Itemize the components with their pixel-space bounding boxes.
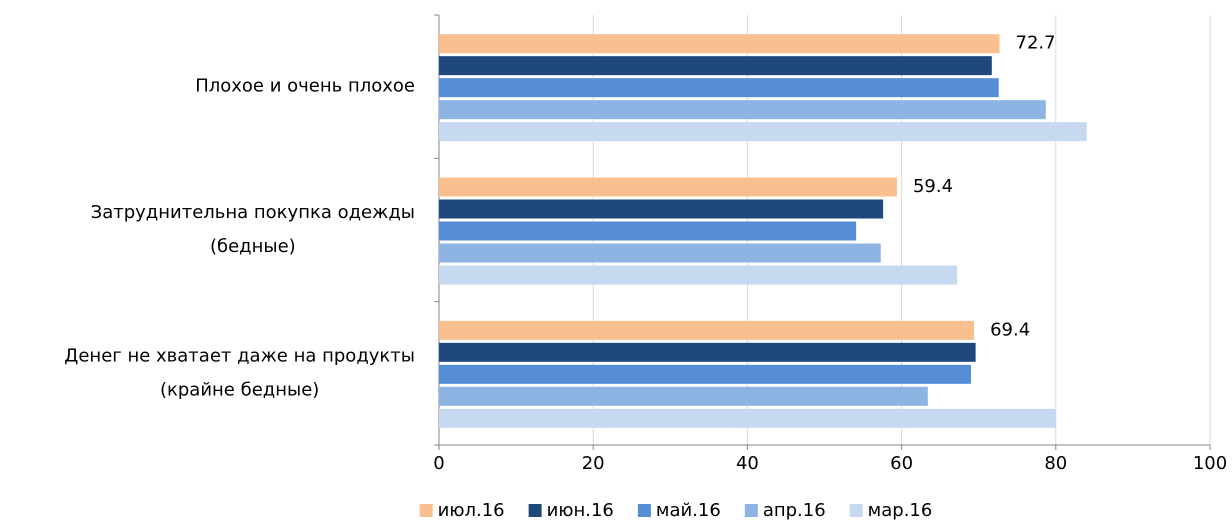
bar bbox=[439, 265, 958, 285]
legend-swatch bbox=[419, 504, 433, 517]
bar bbox=[439, 364, 971, 384]
bar bbox=[439, 78, 999, 98]
legend-swatch bbox=[528, 504, 542, 517]
bar bbox=[439, 100, 1046, 120]
legend-label: июн.16 bbox=[547, 500, 614, 521]
legend-label: июл.16 bbox=[438, 500, 505, 521]
legend-swatch bbox=[849, 504, 863, 517]
data-label: 72.7 bbox=[1016, 33, 1056, 54]
data-label: 59.4 bbox=[913, 176, 953, 197]
x-tick-label: 100 bbox=[1193, 453, 1227, 474]
legend-swatch bbox=[637, 504, 651, 517]
category-label: Затруднительна покупка одежды bbox=[91, 202, 415, 223]
x-tick-label: 20 bbox=[582, 453, 605, 474]
legend-label: апр.16 bbox=[763, 500, 826, 521]
legend-label: мар.16 bbox=[868, 500, 933, 521]
bar bbox=[439, 386, 928, 406]
x-tick-label: 40 bbox=[736, 453, 759, 474]
bar bbox=[439, 243, 881, 263]
category-label: Денег не хватает даже на продукты bbox=[64, 345, 415, 366]
x-tick-label: 0 bbox=[433, 453, 444, 474]
category-label: (крайне бедные) bbox=[160, 379, 319, 400]
x-tick-label: 60 bbox=[890, 453, 913, 474]
bar bbox=[439, 122, 1087, 142]
bar bbox=[439, 177, 897, 197]
bar bbox=[439, 199, 884, 219]
bar bbox=[439, 320, 975, 340]
category-label: (бедные) bbox=[210, 236, 296, 257]
bar bbox=[439, 408, 1056, 428]
bar bbox=[439, 342, 976, 362]
bar bbox=[439, 34, 1000, 54]
data-label: 69.4 bbox=[990, 319, 1030, 340]
legend-swatch bbox=[744, 504, 758, 517]
category-label: Плохое и очень плохое bbox=[195, 76, 415, 97]
bar bbox=[439, 221, 857, 241]
x-tick-label: 80 bbox=[1044, 453, 1067, 474]
bar bbox=[439, 56, 992, 76]
legend-label: май.16 bbox=[656, 500, 721, 521]
